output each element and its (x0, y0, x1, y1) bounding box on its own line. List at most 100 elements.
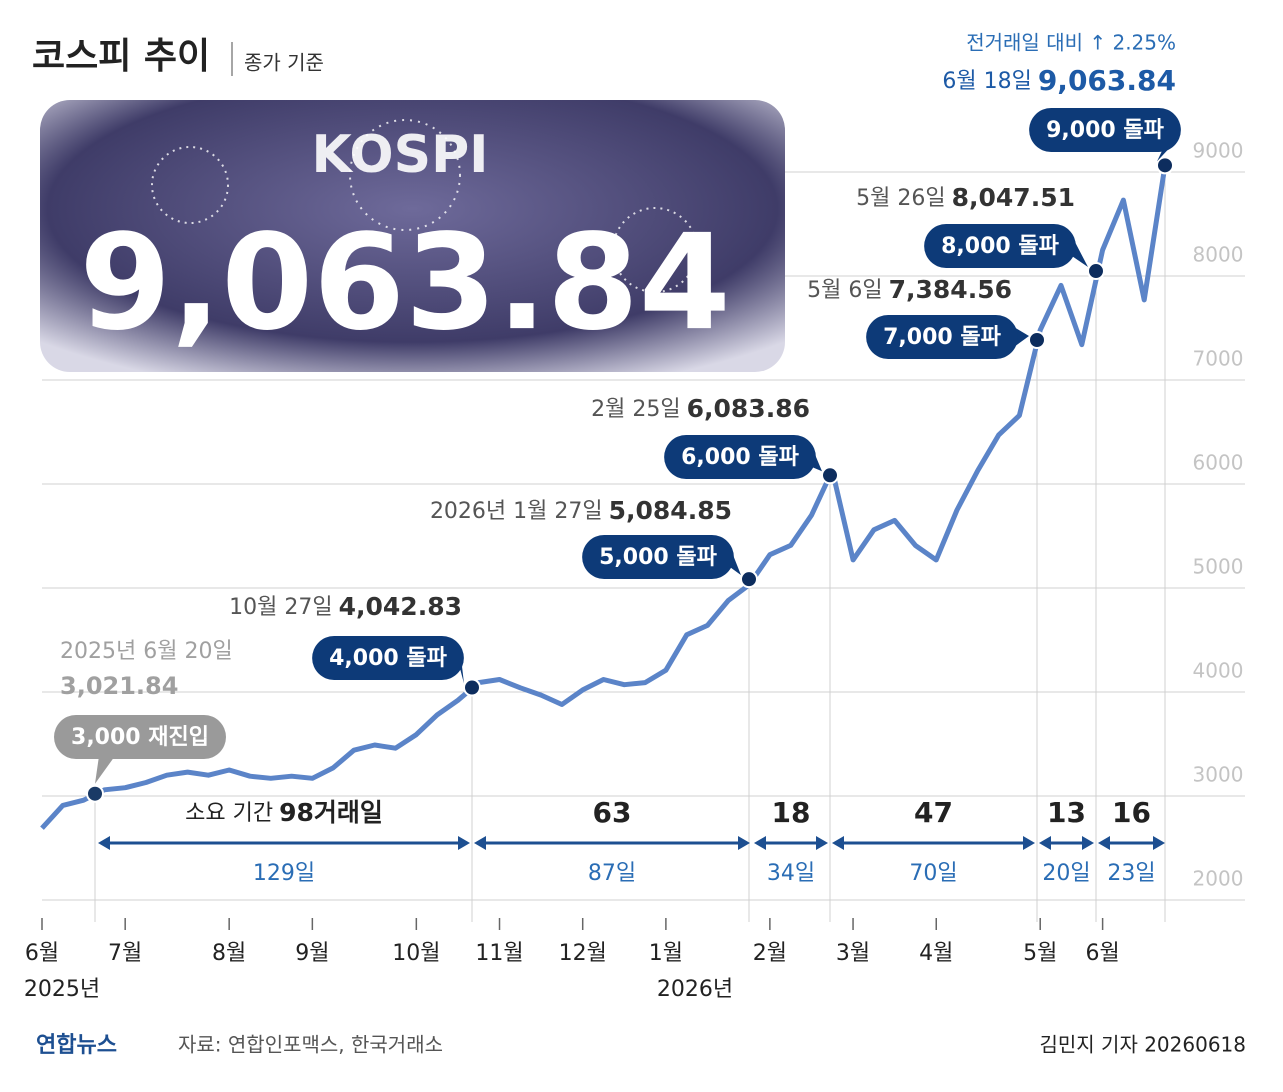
badge-label: 4,000 돌파 (329, 646, 447, 671)
source: 자료: 연합인포맥스, 한국거래소 (178, 1033, 443, 1057)
milestone-dot (1156, 156, 1174, 175)
milestone-date: 5월 6일 (807, 278, 882, 303)
badge-pointer (729, 547, 741, 576)
milestone-label: 5월 6일 7,384.56 (807, 275, 1012, 304)
period-days: 70일 (909, 861, 957, 886)
milestone-value: 7,384.56 (889, 275, 1012, 304)
milestone-date: 2026년 1월 27일 (430, 499, 603, 524)
milestone-label: 10월 27일 4,042.83 (229, 592, 462, 621)
badge-box (312, 636, 464, 680)
y-tick-label: 3000 (1193, 763, 1244, 787)
milestone-badge: 4,000 돌파 (312, 636, 464, 684)
year-label: 2026년 (657, 977, 733, 1002)
change-label: 전거래일 대비 ↑ 2.25% (966, 31, 1176, 55)
milestone-dot (740, 570, 758, 589)
y-tick-label: 8000 (1193, 243, 1244, 267)
milestone-dot (1028, 331, 1046, 350)
milestone-value: 5,084.85 (609, 496, 732, 525)
period-trading-days: 63 (593, 796, 632, 829)
milestone-badge: 7,000 돌파 (866, 315, 1029, 359)
badge-box (866, 315, 1018, 359)
milestone-label: 5월 26일 8,047.51 (856, 183, 1075, 212)
arrow-head (98, 836, 110, 850)
arrow-head (832, 836, 844, 850)
x-tick-label: 3월 (836, 941, 870, 966)
milestone-dot (463, 678, 481, 697)
period-trading-days: 47 (914, 796, 953, 829)
chart-subtitle: 종가 기준 (244, 51, 324, 75)
arrow-head (1153, 836, 1165, 850)
y-tick-label: 7000 (1193, 347, 1244, 371)
x-tick-label: 2월 (753, 941, 787, 966)
milestone-value: 4,042.83 (339, 592, 462, 621)
y-tick-label: 9000 (1193, 139, 1244, 163)
x-tick-label: 5월 (1023, 941, 1057, 966)
arrow-head (1023, 836, 1035, 850)
badge-label: 7,000 돌파 (883, 325, 1001, 350)
milestone-value: 8,047.51 (952, 183, 1075, 212)
y-tick-label: 2000 (1193, 867, 1244, 891)
chart-title: 코스피 추이 (32, 36, 210, 77)
period-days: 129일 (253, 861, 315, 886)
period-trading-days: 18 (772, 796, 811, 829)
badge-label: 9,000 돌파 (1046, 118, 1164, 143)
milestone-value: 9,063.84 (1038, 64, 1176, 97)
badge-box (1029, 108, 1181, 152)
period-days: 34일 (767, 861, 815, 886)
agency-logo: 연합뉴스 (36, 1032, 117, 1058)
badge-label: 3,000 재진입 (71, 725, 209, 750)
milestone-value: 6,083.86 (687, 394, 810, 423)
period-prefix: 소요 기간 (185, 801, 273, 826)
milestone-label: 6월 18일 9,063.84 (942, 64, 1176, 97)
badge-box (582, 535, 734, 579)
grid (42, 165, 1245, 922)
milestone-date: 10월 27일 (229, 595, 332, 620)
arrow-head (754, 836, 766, 850)
badge-pointer (1071, 236, 1088, 268)
arrow-head (1082, 836, 1094, 850)
trading-days: 98거래일 (279, 798, 383, 827)
badge-box (924, 224, 1076, 268)
period-trading-days: 소요 기간 98거래일 (185, 798, 383, 827)
hero-value: 9,063.84 (79, 206, 730, 360)
period-days: 87일 (588, 861, 636, 886)
x-tick-label: 1월 (649, 941, 683, 966)
hero-brand: KOSPI (311, 125, 488, 185)
x-tick-label: 6월 (1085, 941, 1119, 966)
arrow-head (474, 836, 486, 850)
milestone-badge: 3,000 재진입 (54, 715, 226, 784)
period-trading-days: 13 (1047, 796, 1086, 829)
line-series (40, 165, 1168, 830)
milestone-value: 3,021.84 (60, 672, 178, 700)
milestone-date: 6월 18일 (942, 69, 1031, 94)
milestone-date: 2025년 6월 20일 (60, 639, 233, 664)
milestone-date: 5월 26일 (856, 186, 945, 211)
badge-pointer (1013, 327, 1029, 347)
milestone-badge: 5,000 돌파 (582, 535, 741, 579)
credit: 김민지 기자 20260618 (1039, 1033, 1246, 1057)
period-days: 23일 (1107, 861, 1155, 886)
x-tick-label: 10월 (392, 941, 440, 966)
x-tick-label: 12월 (559, 941, 607, 966)
milestone-dot (821, 466, 839, 485)
period-trading-days: 16 (1112, 796, 1151, 829)
badge-label: 5,000 돌파 (599, 545, 717, 570)
arrow-head (458, 836, 470, 850)
plot: 2025년 6월 20일 3,021.84 3,000 재진입 10월 27일 4,04… (40, 64, 1181, 886)
x-tick-label: 7월 (108, 941, 142, 966)
hero-background (40, 100, 785, 372)
y-tick-label: 6000 (1193, 451, 1244, 475)
milestone-label: 2026년 1월 27일 5,084.85 (430, 496, 732, 525)
y-tick-label: 4000 (1193, 659, 1244, 683)
hero-image: KOSPI 9,063.84 (40, 100, 785, 372)
y-tick-label: 5000 (1193, 555, 1244, 579)
arrow-head (816, 836, 828, 850)
x-tick-label: 6월 (25, 941, 59, 966)
x-tick-label: 11월 (475, 941, 523, 966)
milestone-dot (1087, 262, 1105, 281)
arrow-head (1098, 836, 1110, 850)
arrow-head (1039, 836, 1051, 850)
x-tick-label: 4월 (919, 941, 953, 966)
